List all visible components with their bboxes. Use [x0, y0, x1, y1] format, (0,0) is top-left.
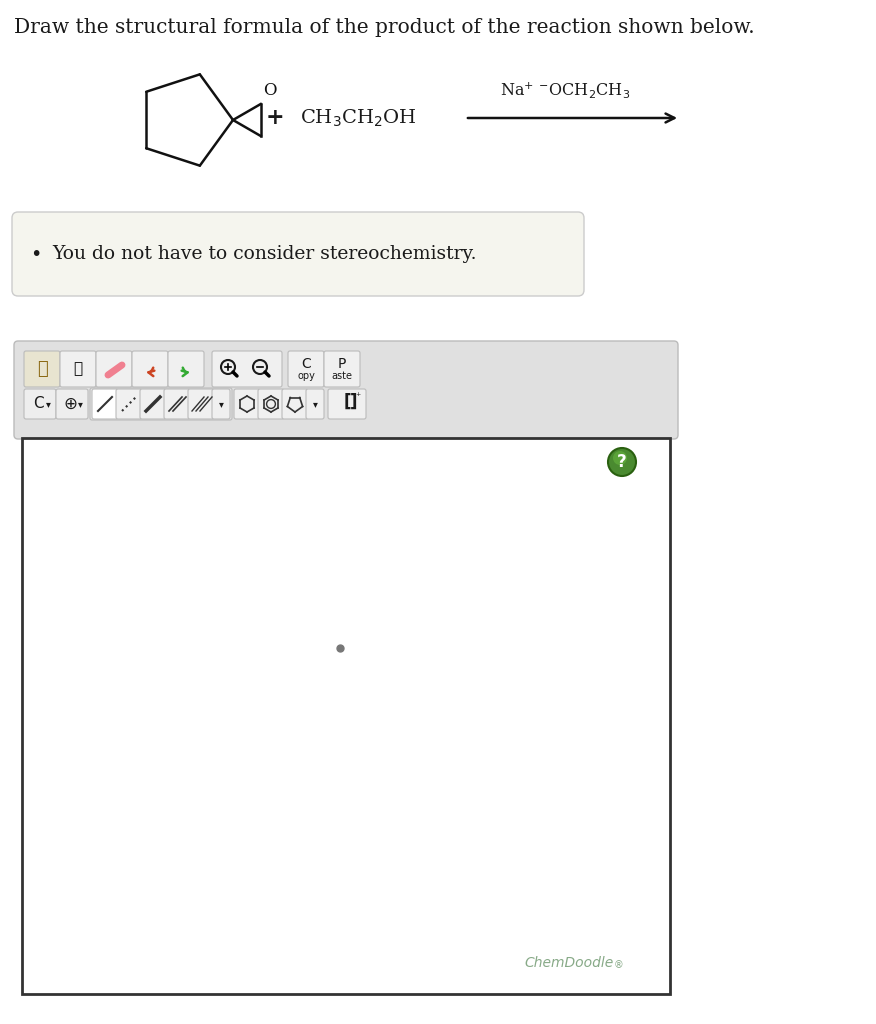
FancyBboxPatch shape	[24, 351, 60, 387]
FancyBboxPatch shape	[324, 351, 360, 387]
FancyBboxPatch shape	[188, 389, 214, 419]
Circle shape	[608, 449, 636, 476]
FancyBboxPatch shape	[258, 389, 284, 419]
Text: ®: ®	[614, 961, 624, 970]
Text: ]: ]	[350, 393, 357, 411]
FancyBboxPatch shape	[282, 389, 308, 419]
FancyBboxPatch shape	[90, 388, 232, 420]
FancyBboxPatch shape	[96, 351, 132, 387]
Text: ⁺: ⁺	[356, 392, 361, 402]
Text: 🧴: 🧴	[74, 361, 82, 377]
FancyBboxPatch shape	[14, 341, 678, 439]
Text: ChemDoodle: ChemDoodle	[525, 956, 614, 970]
FancyBboxPatch shape	[164, 389, 190, 419]
FancyBboxPatch shape	[24, 389, 56, 419]
Text: C: C	[32, 396, 43, 412]
FancyBboxPatch shape	[306, 389, 324, 419]
Text: ?: ?	[617, 453, 627, 471]
Text: [: [	[343, 393, 350, 411]
Text: opy: opy	[297, 371, 315, 381]
Text: ⊕: ⊕	[63, 395, 77, 413]
Text: CH$_3$CH$_2$OH: CH$_3$CH$_2$OH	[300, 108, 417, 129]
FancyBboxPatch shape	[288, 351, 324, 387]
FancyBboxPatch shape	[328, 389, 366, 419]
Text: P: P	[338, 357, 346, 371]
Bar	[22, 438, 670, 994]
FancyBboxPatch shape	[12, 212, 584, 296]
Text: ▾: ▾	[78, 399, 82, 409]
Text: •: •	[31, 245, 42, 263]
Circle shape	[613, 451, 627, 465]
Text: ✋: ✋	[37, 360, 47, 378]
Text: ▾: ▾	[46, 399, 51, 409]
FancyBboxPatch shape	[234, 389, 260, 419]
FancyBboxPatch shape	[56, 389, 88, 419]
FancyBboxPatch shape	[140, 389, 166, 419]
Text: ▾: ▾	[313, 399, 317, 409]
Text: C: C	[301, 357, 311, 371]
Text: ▾: ▾	[219, 399, 223, 409]
Text: aste: aste	[331, 371, 352, 381]
Text: +: +	[265, 106, 285, 129]
FancyBboxPatch shape	[168, 351, 204, 387]
FancyBboxPatch shape	[116, 389, 142, 419]
FancyBboxPatch shape	[132, 351, 168, 387]
FancyBboxPatch shape	[212, 351, 282, 387]
Text: Na$^{+}$ $^{-}$OCH$_2$CH$_3$: Na$^{+}$ $^{-}$OCH$_2$CH$_3$	[500, 80, 630, 100]
FancyBboxPatch shape	[60, 351, 96, 387]
Text: Draw the structural formula of the product of the reaction shown below.: Draw the structural formula of the produ…	[14, 18, 754, 37]
Text: O: O	[263, 82, 276, 99]
FancyBboxPatch shape	[212, 389, 230, 419]
FancyBboxPatch shape	[92, 389, 118, 419]
Text: You do not have to consider stereochemistry.: You do not have to consider stereochemis…	[52, 245, 477, 263]
